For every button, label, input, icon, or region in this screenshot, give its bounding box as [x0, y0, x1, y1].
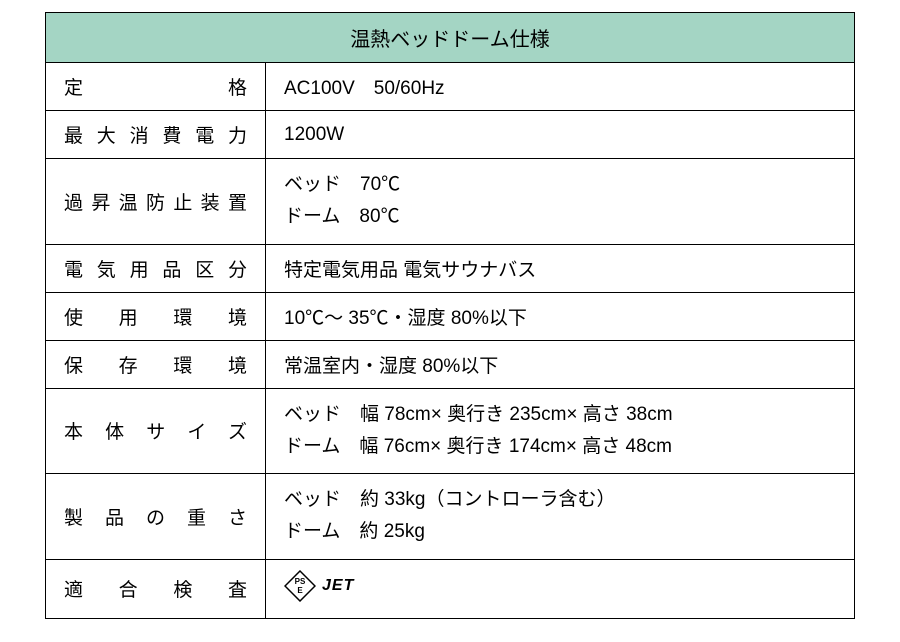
pse-jet-mark: PSE JET: [284, 570, 354, 602]
row-label: 本体サイズ: [46, 388, 266, 474]
table-row: 電気用品区分特定電気用品 電気サウナバス: [46, 244, 855, 292]
table-row: 保存環境常温室内・湿度 80%以下: [46, 340, 855, 388]
row-value: AC100V 50/60Hz: [266, 63, 855, 111]
row-value: 10℃～ 35℃・湿度 80%以下: [266, 292, 855, 340]
table-row: 使用環境10℃～ 35℃・湿度 80%以下: [46, 292, 855, 340]
row-value: ベッド 約 33kg（コントローラ含む）ドーム 約 25kg: [266, 474, 855, 560]
row-value: 特定電気用品 電気サウナバス: [266, 244, 855, 292]
table-row: 定格AC100V 50/60Hz: [46, 63, 855, 111]
spec-table: 温熱ベッドドーム仕様 定格AC100V 50/60Hz最大消費電力1200W過昇…: [45, 12, 855, 619]
table-row: 過昇温防止装置ベッド 70℃ドーム 80℃: [46, 159, 855, 245]
table-row: 製品の重さベッド 約 33kg（コントローラ含む）ドーム 約 25kg: [46, 474, 855, 560]
row-label: 適合検査: [46, 559, 266, 618]
pse-diamond-icon: PSE: [284, 570, 316, 602]
row-value: ベッド 70℃ドーム 80℃: [266, 159, 855, 245]
table-row: 最大消費電力1200W: [46, 111, 855, 159]
svg-text:E: E: [297, 586, 303, 595]
row-value: ベッド 幅 78cm× 奥行き 235cm× 高さ 38cmドーム 幅 76cm…: [266, 388, 855, 474]
row-value: PSE JET: [266, 559, 855, 618]
row-label: 保存環境: [46, 340, 266, 388]
row-label: 過昇温防止装置: [46, 159, 266, 245]
row-label: 電気用品区分: [46, 244, 266, 292]
table-row: 適合検査 PSE JET: [46, 559, 855, 618]
row-value: 1200W: [266, 111, 855, 159]
row-label: 定格: [46, 63, 266, 111]
jet-mark: JET: [322, 577, 354, 595]
row-label: 最大消費電力: [46, 111, 266, 159]
table-body: 定格AC100V 50/60Hz最大消費電力1200W過昇温防止装置ベッド 70…: [46, 63, 855, 619]
row-value: 常温室内・湿度 80%以下: [266, 340, 855, 388]
svg-text:PS: PS: [295, 577, 306, 586]
row-label: 使用環境: [46, 292, 266, 340]
table-row: 本体サイズベッド 幅 78cm× 奥行き 235cm× 高さ 38cmドーム 幅…: [46, 388, 855, 474]
row-label: 製品の重さ: [46, 474, 266, 560]
table-header: 温熱ベッドドーム仕様: [46, 13, 855, 63]
